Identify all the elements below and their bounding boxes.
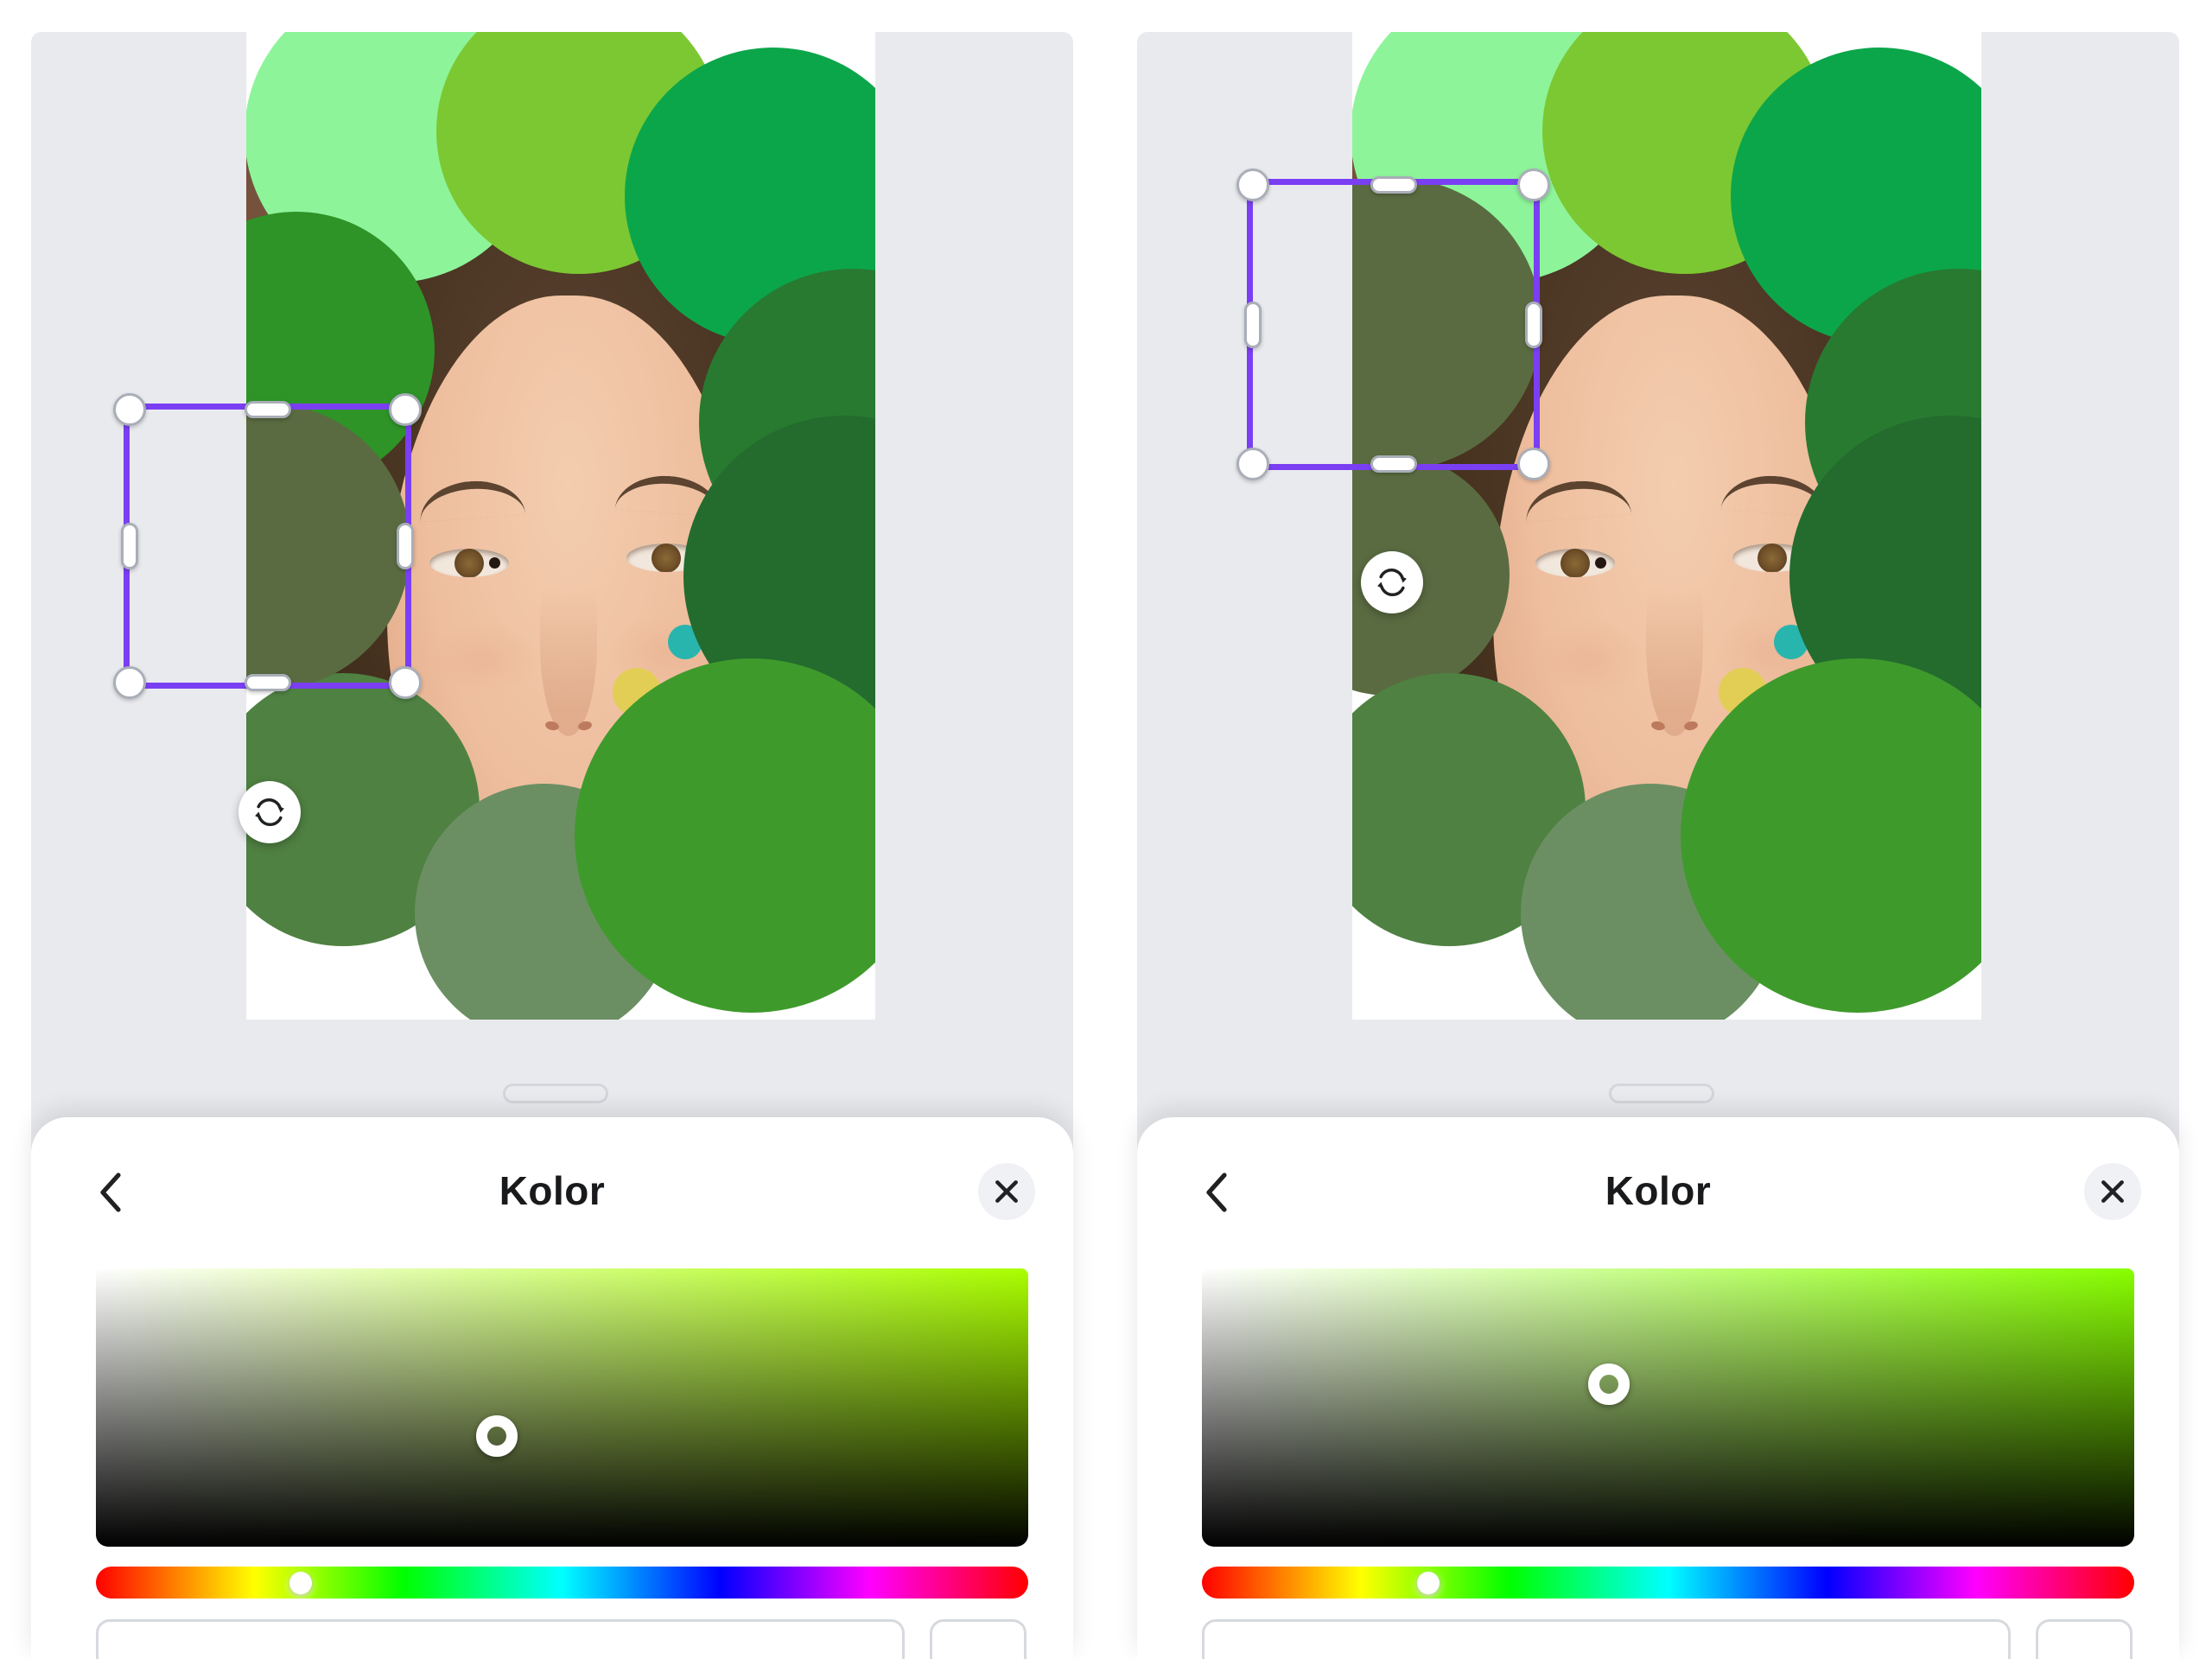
input-action-button[interactable] — [2036, 1619, 2133, 1659]
selection-handle-left[interactable] — [121, 523, 138, 569]
editor-panel: Kolor — [1106, 0, 2212, 1659]
selection-handle-right[interactable] — [397, 523, 414, 569]
photo-eye — [429, 549, 509, 577]
hue-slider-handle[interactable] — [289, 1572, 312, 1594]
close-icon — [993, 1178, 1020, 1205]
photo-cheek — [1535, 620, 1648, 697]
close-button[interactable] — [2084, 1163, 2141, 1220]
selection-handle-top[interactable] — [1370, 176, 1417, 194]
color-input-row — [31, 1619, 1073, 1659]
photo-cheek — [429, 620, 542, 697]
selection-handle-top-left[interactable] — [113, 393, 146, 426]
hue-slider[interactable] — [96, 1567, 1028, 1599]
rotate-arrows-icon — [1373, 563, 1411, 601]
close-button[interactable] — [978, 1163, 1035, 1220]
hue-slider[interactable] — [1202, 1567, 2134, 1599]
selection-handle-top-right[interactable] — [1517, 168, 1550, 201]
editor-panel: Kolor — [31, 32, 1073, 1659]
back-button[interactable] — [81, 1162, 142, 1223]
photo-pupil — [489, 557, 500, 569]
sheet-drag-handle[interactable] — [1609, 1084, 1714, 1103]
rotate-button[interactable] — [238, 781, 301, 843]
sheet-header: Kolor — [1137, 1117, 2179, 1264]
selection-handle-top[interactable] — [244, 401, 291, 418]
rotate-button[interactable] — [1361, 551, 1423, 613]
design-canvas[interactable] — [1352, 32, 1981, 1020]
sheet-drag-handle[interactable] — [503, 1084, 608, 1103]
photo-nose — [1646, 550, 1703, 736]
photo-iris — [1560, 549, 1606, 577]
selection-handle-bottom-left[interactable] — [113, 666, 146, 699]
artwork-circle-green-bottom[interactable] — [1681, 658, 1981, 1013]
saturation-brightness-area[interactable] — [1202, 1268, 2134, 1547]
artwork-circle-green-bottom[interactable] — [575, 658, 875, 1013]
color-bottom-sheet: Kolor — [31, 1117, 1073, 1659]
selection-handle-bottom-left[interactable] — [1236, 448, 1269, 480]
photo-pupil — [1595, 557, 1606, 569]
chevron-left-icon — [1200, 1170, 1235, 1215]
saturation-brightness-handle[interactable] — [1588, 1363, 1630, 1405]
close-icon — [2099, 1178, 2126, 1205]
selection-handle-bottom[interactable] — [1370, 455, 1417, 473]
selection-box[interactable] — [1236, 168, 1550, 480]
selection-handle-top-right[interactable] — [389, 393, 422, 426]
photo-nose — [540, 550, 597, 736]
selection-handle-bottom-right[interactable] — [389, 666, 422, 699]
hue-slider-handle[interactable] — [1417, 1572, 1440, 1594]
sheet-title: Kolor — [499, 1168, 606, 1213]
saturation-brightness-handle[interactable] — [476, 1415, 518, 1457]
selection-box[interactable] — [113, 393, 422, 699]
rotate-arrows-icon — [251, 793, 289, 831]
sheet-header: Kolor — [31, 1117, 1073, 1264]
hex-color-input[interactable] — [96, 1619, 905, 1659]
selection-handle-bottom-right[interactable] — [1517, 448, 1550, 480]
color-bottom-sheet: Kolor — [1137, 1117, 2179, 1659]
color-input-row — [1137, 1619, 2179, 1659]
selection-handle-bottom[interactable] — [244, 674, 291, 691]
design-canvas[interactable] — [246, 32, 875, 1020]
photo-iris — [454, 549, 500, 577]
saturation-brightness-area[interactable] — [96, 1268, 1028, 1547]
selection-handle-left[interactable] — [1244, 301, 1262, 348]
back-button[interactable] — [1187, 1162, 1248, 1223]
sheet-title: Kolor — [1605, 1168, 1712, 1213]
chevron-left-icon — [94, 1170, 129, 1215]
input-action-button[interactable] — [930, 1619, 1027, 1659]
selection-handle-top-left[interactable] — [1236, 168, 1269, 201]
photo-eye — [1535, 549, 1615, 577]
photo-iris — [1758, 543, 1803, 572]
selection-handle-right[interactable] — [1525, 301, 1542, 348]
photo-iris — [652, 543, 697, 572]
hex-color-input[interactable] — [1202, 1619, 2011, 1659]
